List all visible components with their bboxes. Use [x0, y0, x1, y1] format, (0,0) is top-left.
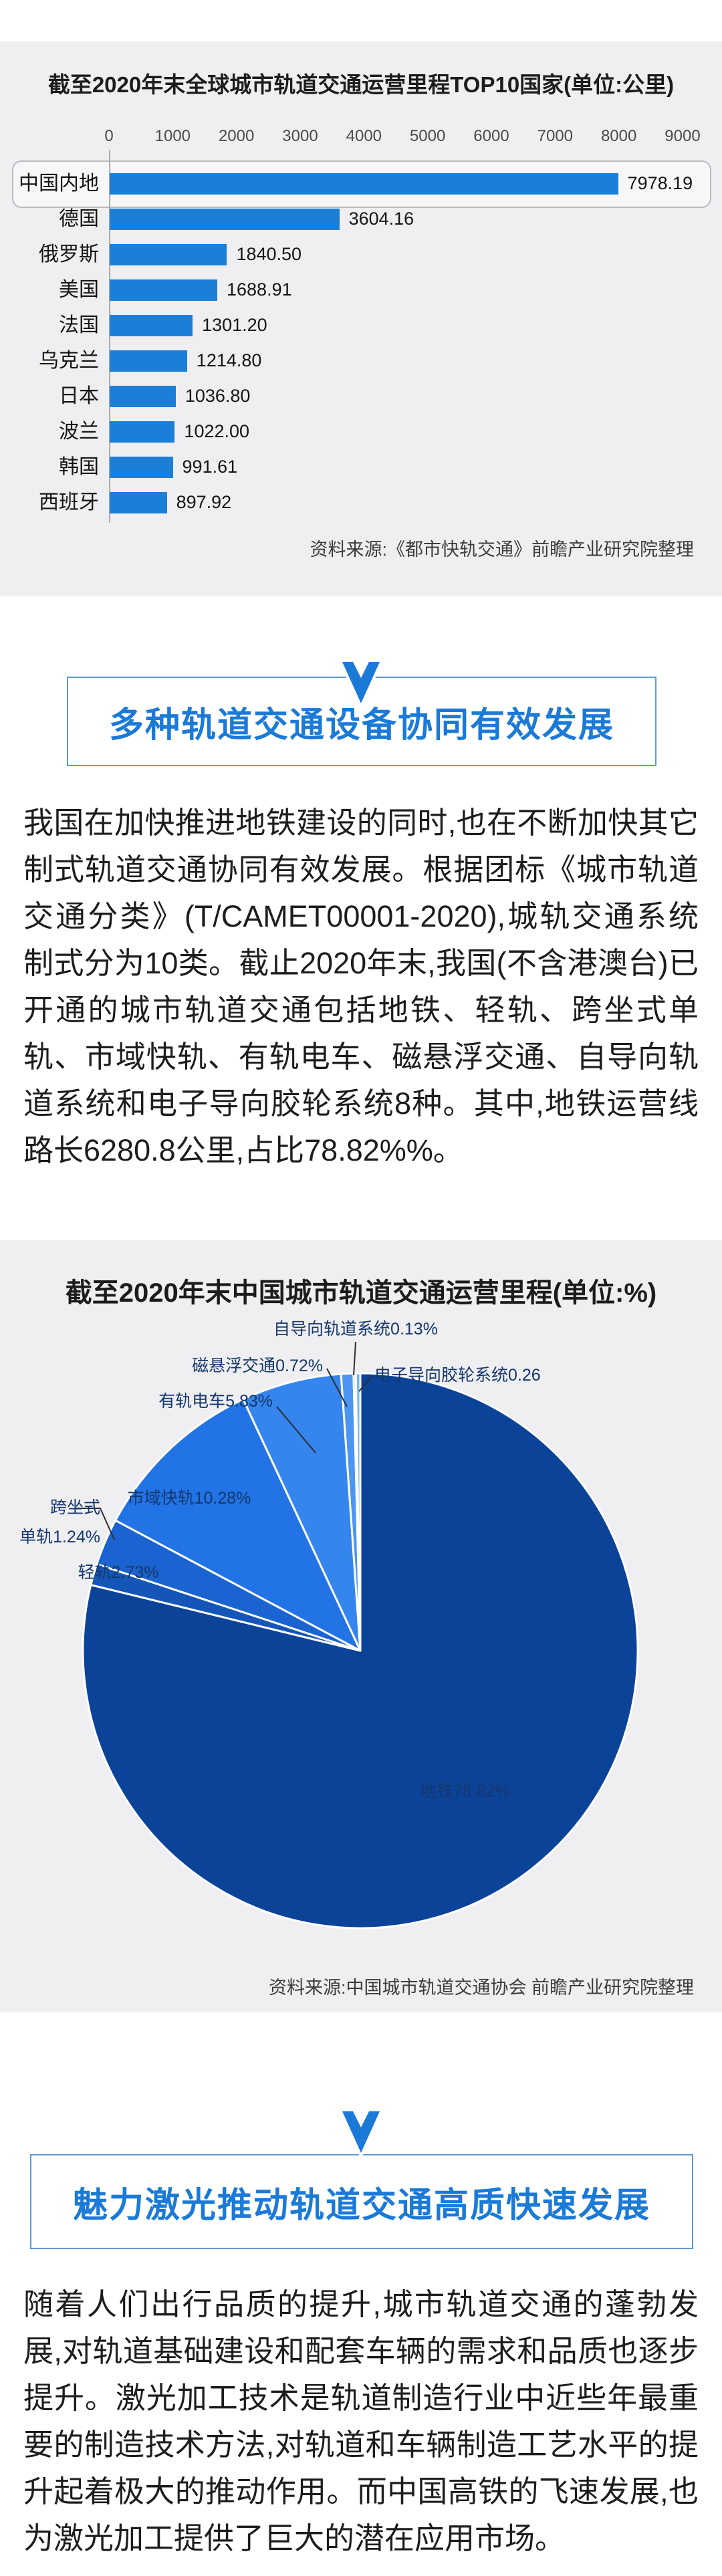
pie-slice-电子导向胶轮系统	[354, 1372, 362, 1652]
x-axis-tick: 0	[104, 127, 114, 145]
bar	[110, 243, 227, 265]
bar	[110, 172, 618, 195]
bar-value-label: 1301.20	[202, 315, 267, 335]
bar-category-label: 法国	[59, 314, 99, 336]
bar-value-label: 7978.19	[627, 173, 693, 193]
bar-category-label: 德国	[59, 208, 99, 230]
bar-value-label: 1036.80	[185, 386, 251, 406]
bar-value-label: 1022.00	[184, 421, 250, 441]
x-axis-tick: 6000	[473, 127, 509, 145]
x-axis-tick: 2000	[218, 127, 255, 145]
bar	[110, 385, 176, 407]
x-axis-tick: 7000	[537, 127, 574, 145]
bar	[110, 456, 173, 478]
pie-leader-line-电子导向胶轮系统	[358, 1376, 372, 1392]
bar	[110, 421, 175, 443]
pie-label-自导向轨道系统: 自导向轨道系统0.13%	[273, 1320, 438, 1338]
pie-label-跨坐式单轨: 跨坐式 单轨1.24%	[19, 1498, 100, 1546]
bar	[110, 279, 217, 301]
section-header-1-label: 多种轨道交通设备协同有效发展	[108, 705, 614, 745]
bar-category-label: 中国内地	[19, 172, 99, 195]
bar	[110, 208, 340, 230]
bar-value-label: 991.61	[182, 457, 238, 477]
bar-chart-card: 截至2020年末全球城市轨道交通运营里程TOP10国家(单位:公里) 0 1000…	[0, 41, 722, 596]
pie-leader-line-跨坐式单轨	[75, 1508, 115, 1540]
bar	[110, 314, 193, 336]
x-axis-tick: 1000	[154, 127, 191, 145]
bar-category-label: 西班牙	[39, 491, 99, 513]
pie-leader-line-有轨电车	[276, 1406, 316, 1453]
pie-chart-title: 截至2020年末中国城市轨道交通运营里程(单位:%)	[65, 1278, 657, 1308]
bar	[110, 350, 187, 372]
bar-category-label: 俄罗斯	[39, 243, 99, 265]
pie-chart	[75, 1341, 639, 1929]
pie-label-市域快轨: 市域快轨10.28%	[127, 1489, 251, 1508]
section-header-2-label: 魅力激光推动轨道交通高质快速发展	[72, 2186, 650, 2225]
bar-value-label: 1688.91	[227, 279, 292, 300]
bar-category-label: 乌克兰	[39, 350, 99, 372]
x-axis-tick: 9000	[665, 127, 701, 145]
pie-slice-市域快轨	[114, 1398, 362, 1652]
x-axis-tick: 3000	[282, 127, 318, 145]
x-axis-tick: 8000	[600, 127, 637, 145]
pie-slice-地铁	[82, 1372, 639, 1929]
bar-category-label: 日本	[59, 385, 99, 407]
pie-label-地铁: 地铁78.82%	[420, 1782, 510, 1800]
pie-leader-line-自导向轨道系统	[353, 1341, 356, 1376]
bar-value-label: 1214.80	[196, 350, 262, 370]
down-arrow-icon	[340, 659, 382, 706]
y-axis-line	[109, 150, 110, 523]
pie-chart-card: 截至2020年末中国城市轨道交通运营里程(单位:%) 资料来源:中国城市轨道交通…	[0, 1240, 722, 2012]
bar-category-label: 美国	[59, 279, 99, 301]
x-axis-tick: 4000	[346, 127, 382, 145]
bar-value-label: 897.92	[176, 492, 232, 512]
bar-value-label: 1840.50	[236, 244, 302, 264]
pie-label-有轨电车: 有轨电车5.83%	[158, 1392, 273, 1411]
paragraph-1: 我国在加快推进地铁建设的同时,也在不断加快其它制式轨道交通协同有效发展。根据团标…	[23, 806, 699, 1167]
bar-chart-title: 截至2020年末全球城市轨道交通运营里程TOP10国家(单位:公里)	[47, 72, 675, 97]
pie-label-轻轨: 轻轨2.73%	[78, 1563, 159, 1582]
bar-category-label: 韩国	[59, 456, 99, 478]
pie-label-磁悬浮交通: 磁悬浮交通0.72%	[192, 1357, 323, 1375]
x-axis-tick: 5000	[409, 127, 446, 145]
section-header-2: 魅力激光推动轨道交通高质快速发展	[30, 2154, 693, 2249]
pie-slice-有轨电车	[242, 1373, 362, 1652]
down-arrow-icon	[340, 2109, 382, 2155]
pie-label-电子导向胶轮系统: 电子导向胶轮系统0.26	[374, 1366, 541, 1385]
paragraph-2: 随着人们出行品质的提升,城市轨道交通的蓬勃发展,对轨道基础建设和配套车辆的需求和…	[23, 2287, 699, 2555]
bar-value-label: 3604.16	[348, 209, 414, 229]
pie-leader-line-磁悬浮交通	[326, 1368, 348, 1407]
bar	[110, 491, 167, 513]
pie-chart-source: 资料来源:中国城市轨道交通协会 前瞻产业研究院整理	[268, 1978, 694, 1998]
bar-chart-source: 资料来源:《都市快轨交通》前瞻产业研究院整理	[310, 540, 694, 560]
bar-chart-plot: 0 1000 2000 3000 4000 5000 6000 7000 8000 9000 中国内…	[0, 41, 722, 596]
bar-category-label: 波兰	[59, 421, 99, 443]
